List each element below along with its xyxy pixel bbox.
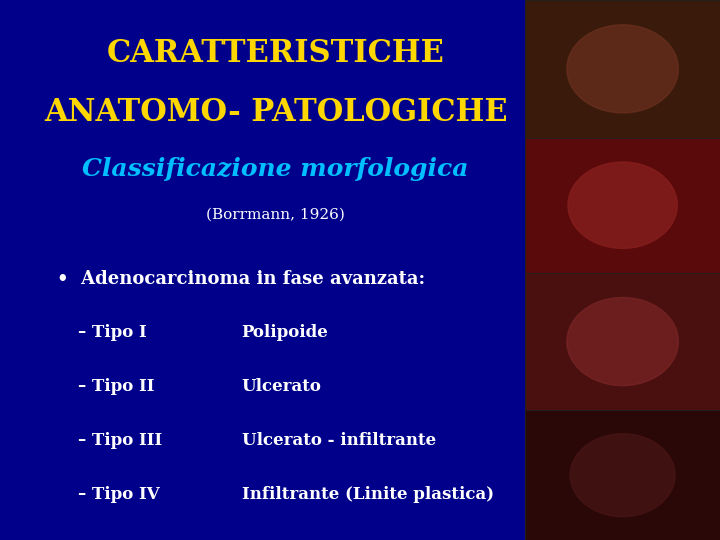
Bar bbox=[525, 138, 720, 273]
Text: – Tipo III: – Tipo III bbox=[78, 432, 162, 449]
Text: (Borrmann, 1926): (Borrmann, 1926) bbox=[207, 208, 345, 222]
Circle shape bbox=[567, 25, 678, 113]
Bar bbox=[525, 0, 720, 138]
Text: Classificazione morfologica: Classificazione morfologica bbox=[83, 157, 469, 180]
Text: Infiltrante (Linite plastica): Infiltrante (Linite plastica) bbox=[241, 486, 494, 503]
Text: Polipoide: Polipoide bbox=[241, 324, 328, 341]
Text: – Tipo IV: – Tipo IV bbox=[78, 486, 159, 503]
Circle shape bbox=[568, 162, 678, 248]
Text: Ulcerato: Ulcerato bbox=[241, 378, 321, 395]
Bar bbox=[525, 273, 720, 410]
Circle shape bbox=[567, 298, 678, 386]
Text: – Tipo II: – Tipo II bbox=[78, 378, 154, 395]
Text: •  Adenocarcinoma in fase avanzata:: • Adenocarcinoma in fase avanzata: bbox=[57, 270, 425, 288]
Bar bbox=[525, 410, 720, 540]
Text: ANATOMO- PATOLOGICHE: ANATOMO- PATOLOGICHE bbox=[44, 97, 508, 128]
Text: – Tipo I: – Tipo I bbox=[78, 324, 146, 341]
Text: CARATTERISTICHE: CARATTERISTICHE bbox=[107, 38, 445, 69]
FancyBboxPatch shape bbox=[525, 0, 720, 540]
Text: Ulcerato - infiltrante: Ulcerato - infiltrante bbox=[241, 432, 436, 449]
Circle shape bbox=[570, 434, 675, 517]
